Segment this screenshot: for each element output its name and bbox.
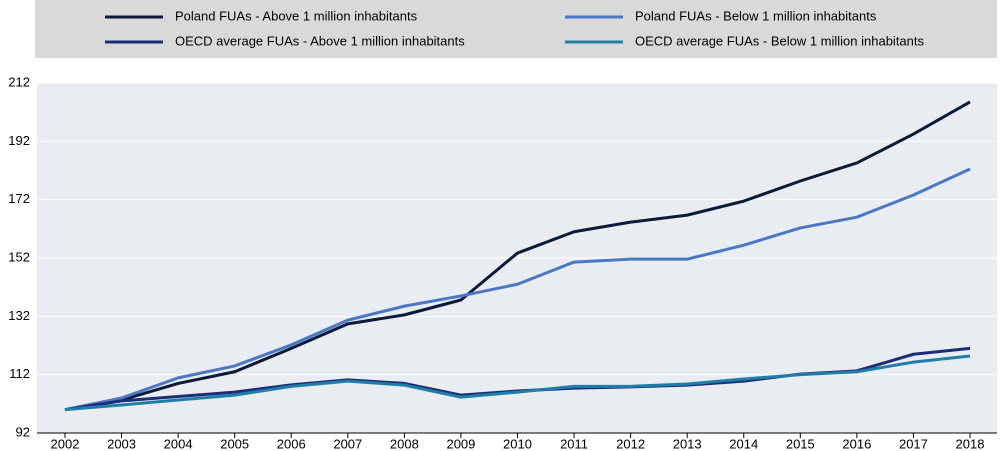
x-tick-label: 2007: [333, 436, 362, 451]
x-tick-label: 2014: [729, 436, 758, 451]
x-tick-label: 2016: [842, 436, 871, 451]
x-tick-label: 2012: [616, 436, 645, 451]
series-line: [64, 354, 971, 412]
y-tick-label: 112: [9, 366, 30, 381]
x-tick-label: 2011: [560, 436, 588, 451]
y-tick-label: 92: [16, 424, 30, 439]
legend-label: Poland FUAs - Below 1 million inhabitant…: [635, 8, 877, 23]
series-line: [64, 167, 971, 412]
series-line: [64, 100, 971, 412]
y-tick-label: 192: [8, 133, 30, 148]
y-tick-label: 172: [8, 191, 30, 206]
x-tick-label: 2009: [446, 436, 475, 451]
x-tick-label: 2003: [107, 436, 136, 451]
x-tick-label: 2010: [503, 436, 532, 451]
legend-background: [35, 0, 997, 58]
x-tick-label: 2006: [277, 436, 306, 451]
legend-label: OECD average FUAs - Below 1 million inha…: [635, 33, 925, 48]
x-tick-label: 2005: [220, 436, 249, 451]
y-tick-label: 212: [8, 74, 30, 89]
x-tick-label: 2018: [956, 436, 985, 451]
y-tick-label: 132: [8, 308, 30, 323]
x-tick-label: 2004: [164, 436, 193, 451]
legend-label: Poland FUAs - Above 1 million inhabitant…: [175, 8, 418, 23]
legend-label: OECD average FUAs - Above 1 million inha…: [175, 33, 465, 48]
x-tick-label: 2002: [51, 436, 80, 451]
x-tick-label: 2015: [786, 436, 815, 451]
y-tick-label: 152: [8, 249, 30, 264]
x-tick-label: 2008: [390, 436, 419, 451]
x-tick-label: 2017: [899, 436, 928, 451]
x-tick-label: 2013: [673, 436, 702, 451]
